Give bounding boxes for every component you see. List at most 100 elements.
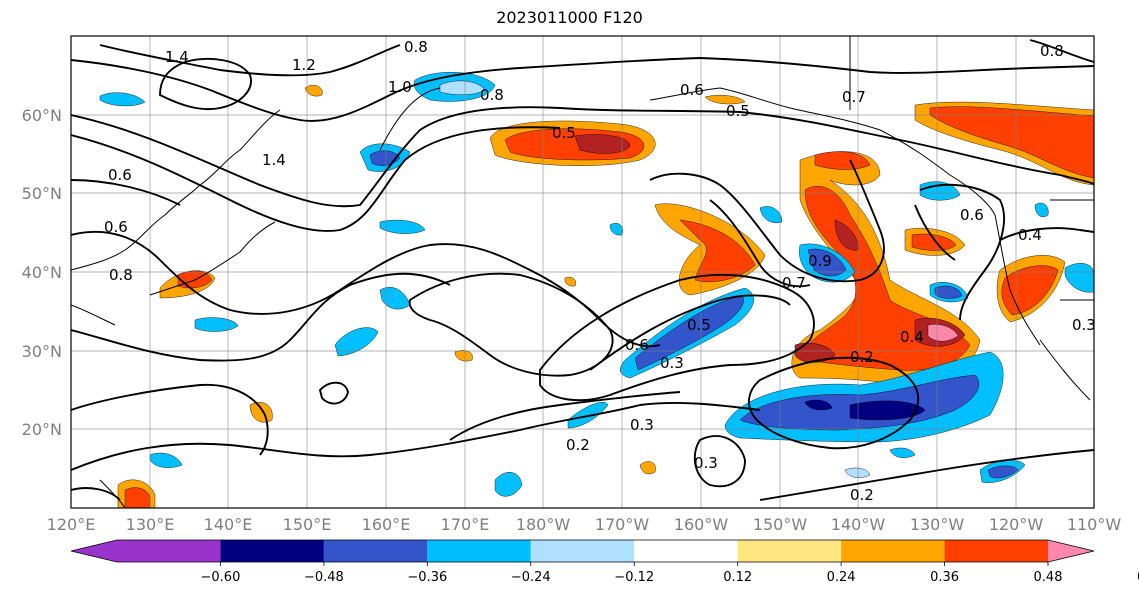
contour-label: 0.4 [900,328,924,346]
positive-anomaly-region [679,219,756,283]
contour-label: 0.8 [109,266,133,284]
lon-label: 150°E [283,515,332,534]
coastlines [71,36,1094,508]
positive-anomaly-region [304,85,323,97]
positive-anomaly-region [639,461,656,475]
graticule [71,36,1094,508]
positive-anomaly-region [927,324,959,342]
contour-label: 0.7 [842,88,866,106]
colorbar-tick-label: 0.24 [827,570,856,585]
colorbar-segment [220,540,324,562]
lon-label: 160°W [674,515,729,534]
contour-label: 0.3 [1072,316,1096,334]
negative-anomaly-region [987,465,1019,479]
lon-label: 140°W [831,515,886,534]
colorbar-segment [634,540,738,562]
contour-label: 0.6 [104,218,128,236]
negative-anomaly-region [889,447,916,458]
contour-label: 0.9 [808,252,832,270]
contour-label: 0.3 [694,454,718,472]
longitude-labels: 120°E 130°E 140°E 150°E 160°E 170°E 180°… [47,515,1122,534]
colorbar-tick-label: 0.60 [1137,570,1139,585]
lat-label: 40°N [22,263,62,282]
contour-label: 1.0 [388,78,412,96]
contour-label: 0.2 [566,436,590,454]
contour-label: 0.6 [108,166,132,184]
positive-anomaly-region [454,350,473,362]
contour-label: 0.8 [1040,42,1064,60]
lon-label: 130°W [910,515,965,534]
negative-anomaly-region [494,472,523,497]
negative-anomaly-region [1034,202,1049,218]
lon-label: 180°W [516,515,571,534]
contour-label: 0.8 [404,38,428,56]
colorbar-tick-label: 0.36 [930,570,959,585]
contour-label: 0.6 [680,81,704,99]
contour-label: 1.4 [262,151,286,169]
positive-anomaly-region [249,402,273,423]
contour-label: 1.2 [292,56,316,74]
negative-anomaly-region [334,327,379,357]
colorbar-tick-label: 0.12 [723,570,752,585]
negative-anomaly-region [194,317,239,332]
positive-anomaly-region [911,233,957,251]
latitude-labels: 20°N 30°N 40°N 50°N 60°N [22,106,62,439]
lon-label: 130°E [126,515,175,534]
negative-anomaly-region [844,467,871,478]
contour-label: 1.4 [165,48,189,66]
negative-anomaly-region [439,80,486,95]
positive-anomaly-region [814,151,871,170]
colorbar-tick-label: 0.48 [1034,570,1063,585]
colorbar-segment [841,540,945,562]
colorbar-tick-label: −0.24 [511,570,551,585]
lon-label: 150°W [753,515,808,534]
contour-label: 0.6 [625,336,649,354]
negative-anomaly-region [1064,263,1094,293]
negative-anomaly-region [807,248,847,277]
contour-label: 0.2 [850,348,874,366]
colorbar-segment [530,540,635,562]
positive-anomaly-region [564,276,576,287]
contour-label: 0.2 [850,486,874,504]
positive-anomaly-region [574,134,631,154]
contour-label: 0.3 [660,354,684,372]
lat-label: 20°N [22,420,62,439]
contour-label: 0.5 [726,102,750,120]
contour-label-group: 1.4 1.2 1.4 0.8 1.0 0.8 0.6 0.5 0.5 0.6 … [104,38,1096,504]
contour-label: 0.7 [782,274,806,292]
negative-anomaly-region [849,400,926,421]
negative-anomaly-region [149,452,183,468]
colorbar-segment [427,540,531,562]
plot-frame [70,35,1095,509]
negative-anomaly-region [99,92,146,107]
lon-label: 170°E [441,515,490,534]
lon-label: 160°E [362,515,411,534]
negative-anomaly-region [804,399,833,411]
lon-label: 120°E [47,515,96,534]
colorbar-segment [323,540,428,562]
contour-label: 0.8 [480,86,504,104]
negative-anomaly-region [379,219,426,234]
colorbar-tick-label: −0.36 [407,570,447,585]
lat-label: 30°N [22,342,62,361]
contour-label: 0.5 [552,124,576,142]
colorbar-segment [71,540,221,562]
contour-label: 0.5 [687,316,711,334]
lat-label: 50°N [22,184,62,203]
lat-label: 60°N [22,106,62,125]
colorbar-segment [737,540,842,562]
lon-label: 110°W [1067,515,1122,534]
contour-label: 0.4 [1018,226,1042,244]
lon-label: 120°W [989,515,1044,534]
colorbar-tick-label: −0.60 [201,570,241,585]
lon-label: 170°W [595,515,650,534]
map-title: 2023011000 F120 [496,8,643,27]
colorbar: −0.60 −0.48 −0.36 −0.24 −0.12 0.12 0.24 0.36 0.4… [70,539,1139,585]
colorbar-outline [70,539,1095,563]
colorbar-tick-label: −0.48 [304,570,344,585]
colorbar-segment [944,540,1048,562]
negative-anomaly-region [739,374,980,431]
colorbar-tick-label: −0.12 [614,570,654,585]
negative-anomaly-region [759,206,783,223]
